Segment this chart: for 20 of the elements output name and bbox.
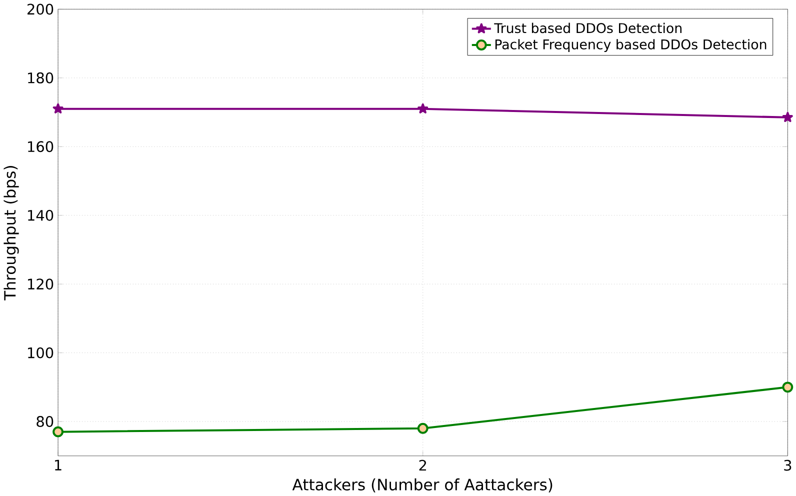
x-tick-label: 1 xyxy=(55,460,62,470)
point xyxy=(52,103,64,114)
y-tick-label: 100 xyxy=(28,347,54,358)
y-tick-label: 200 xyxy=(28,4,54,15)
y-axis-title: Throughput (bps) xyxy=(4,166,19,300)
y-tick-label: 80 xyxy=(36,416,54,427)
point xyxy=(52,426,64,438)
legend-label: Trust based DDOs Detection xyxy=(494,22,682,34)
x-axis-title: Attackers (Number of Aattackers) xyxy=(292,478,552,492)
x-tick-label: 3 xyxy=(784,460,792,471)
point xyxy=(782,112,793,122)
y-tick-label: 160 xyxy=(28,141,54,152)
point xyxy=(782,382,794,393)
point xyxy=(417,422,428,434)
y-tick-label: 140 xyxy=(28,210,54,221)
legend-label: Packet Frequency based DDOs Detection xyxy=(495,39,766,52)
y-tick-label: 180 xyxy=(28,72,54,84)
y-tick-label: 120 xyxy=(28,278,54,290)
x-tick-label: 2 xyxy=(419,460,426,471)
point xyxy=(418,103,428,114)
